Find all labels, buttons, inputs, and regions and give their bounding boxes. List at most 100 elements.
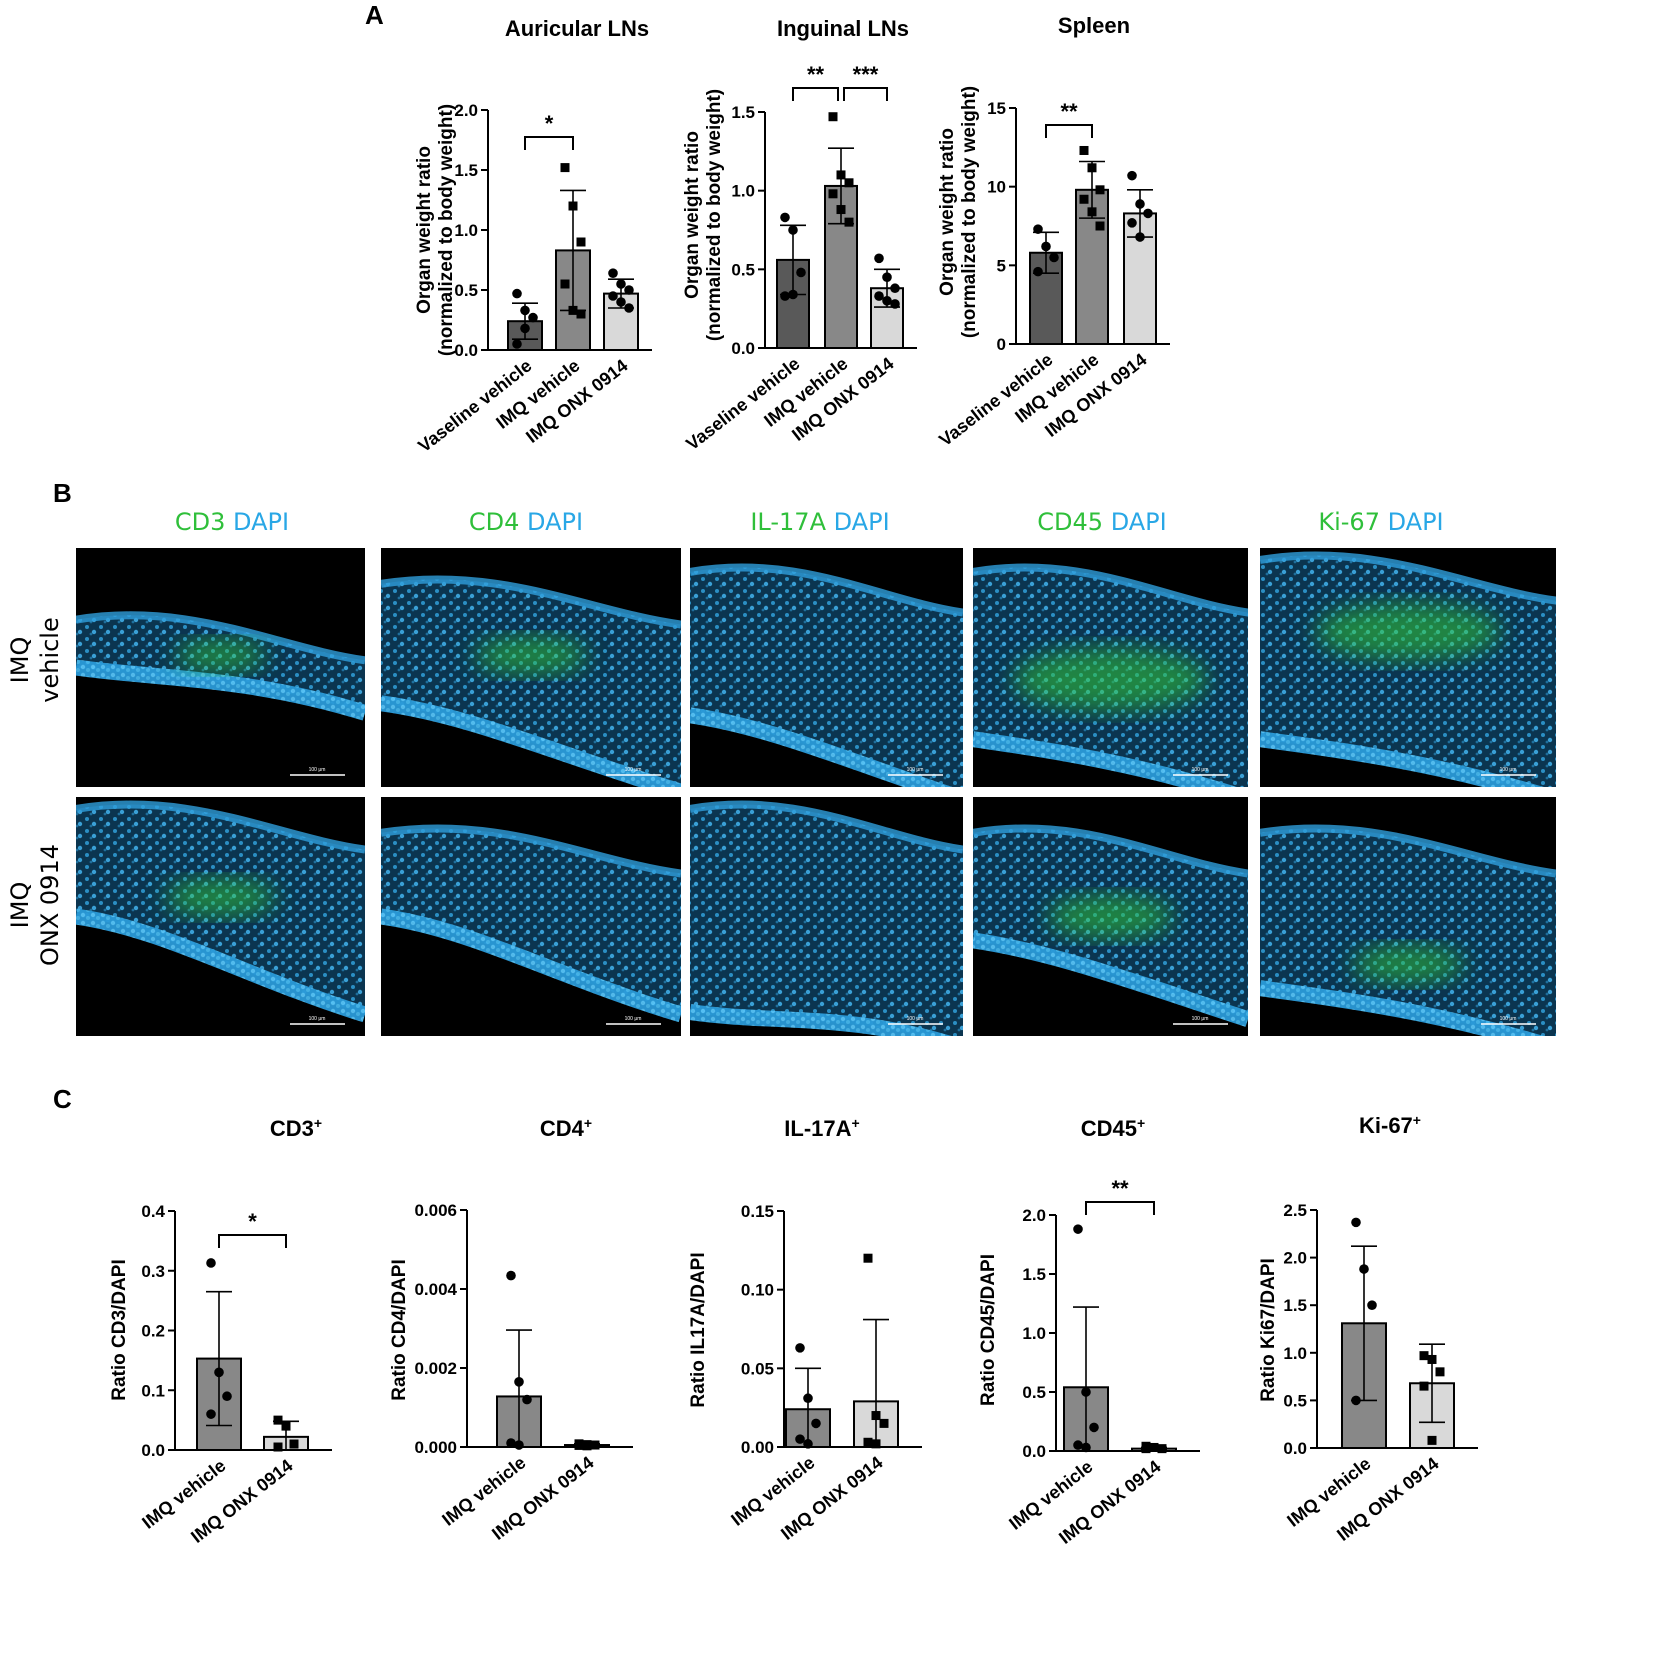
- dapi-name: DAPI: [1388, 508, 1444, 536]
- micrograph-ki-67-imq-vehicle: 100 μm: [1260, 548, 1556, 787]
- y-tick-label: 0.0: [1283, 1439, 1307, 1458]
- y-axis-label-line: Ratio CD3/DAPI: [109, 1259, 130, 1400]
- significance-bracket: [792, 87, 839, 101]
- data-point: [1073, 1224, 1083, 1234]
- scale-bar-label: 100 μm: [1192, 767, 1209, 773]
- micrograph-cd45-imq-onx-0914: 100 μm: [973, 797, 1248, 1036]
- data-point: [206, 1258, 216, 1268]
- upper-epidermis: [381, 575, 681, 629]
- significance-bracket: [843, 87, 888, 101]
- data-point: [836, 205, 846, 215]
- micrograph-grid: 100 μm 100 μm 100 μm 100 μm 100 μm 100 μm 100 …: [76, 548, 1556, 1036]
- y-tick-label: 1.0: [1283, 1344, 1307, 1363]
- epidermis-layer: [381, 908, 681, 1023]
- y-tick-label: 0.000: [414, 1438, 457, 1457]
- panel-letter-b: B: [53, 478, 72, 508]
- epidermis-layer: [1260, 731, 1544, 787]
- data-point: [780, 291, 790, 301]
- micrograph-column-header: IL-17A DAPI: [750, 508, 889, 536]
- data-point: [568, 201, 578, 211]
- data-point: [1087, 163, 1097, 173]
- y-tick-label: 2.0: [454, 101, 478, 120]
- micrograph-cd45-imq-vehicle: 100 μm: [973, 548, 1248, 787]
- data-point: [836, 170, 846, 180]
- y-axis-label: Ratio CD3/DAPI: [109, 1259, 130, 1400]
- y-axis-label: Organ weight ratio(normalized to body we…: [414, 104, 457, 356]
- y-axis-label-line: Ratio CD45/DAPI: [978, 1254, 999, 1406]
- marker-signal: [1047, 895, 1174, 938]
- marker-signal: [1351, 946, 1465, 983]
- micrograph-cd4-imq-onx-0914: 100 μm: [381, 797, 681, 1036]
- y-tick-label: 1.5: [731, 103, 755, 122]
- y-tick-label: 0.00: [741, 1438, 774, 1457]
- data-point: [844, 217, 854, 227]
- epidermis-layer: [690, 1004, 952, 1036]
- marker-name: CD45: [1037, 508, 1110, 536]
- data-point: [1081, 1442, 1091, 1453]
- data-point: [624, 303, 634, 313]
- data-point: [796, 267, 806, 278]
- data-point: [828, 112, 838, 122]
- micrograph-cd4-imq-vehicle: 100 μm: [381, 548, 681, 787]
- data-point: [1143, 208, 1153, 219]
- y-tick-label: 1.5: [1022, 1265, 1046, 1284]
- data-point: [1089, 1422, 1099, 1433]
- marker-name: IL-17A: [750, 508, 833, 536]
- y-tick-label: 0.5: [1283, 1391, 1307, 1410]
- significance-bracket: [1085, 1201, 1155, 1215]
- marker-signal: [1013, 648, 1208, 711]
- y-axis-label: Ratio Ki67/DAPI: [1258, 1258, 1279, 1402]
- data-point: [512, 339, 522, 349]
- data-point: [514, 1440, 524, 1450]
- chart-title-superscript: +: [314, 1115, 322, 1131]
- panel-letter-c: C: [53, 1084, 72, 1114]
- data-point: [222, 1391, 232, 1402]
- row-label-line: IMQ: [6, 882, 34, 929]
- chart-spleen: Spleen Organ weight ratio(normalized to b…: [935, 13, 1170, 450]
- chart-title: Auricular LNs: [505, 16, 649, 41]
- y-tick-label: 0.3: [141, 1262, 165, 1281]
- data-point: [616, 279, 626, 289]
- micrograph-ki-67-imq-onx-0914: 100 μm: [1260, 797, 1556, 1036]
- data-point: [1427, 1354, 1437, 1364]
- scale-bar-label: 100 μm: [1192, 1016, 1209, 1022]
- tissue-section: [381, 828, 681, 1015]
- data-point: [803, 1439, 813, 1449]
- significance-label: ***: [853, 62, 879, 87]
- data-point: [1135, 199, 1145, 209]
- micrograph-cd3-imq-onx-0914: 100 μm: [76, 797, 365, 1036]
- data-point: [506, 1270, 516, 1281]
- marker-signal: [474, 637, 588, 674]
- data-point: [871, 1411, 881, 1421]
- y-tick-label: 0.4: [141, 1202, 165, 1221]
- tissue-section: [381, 579, 681, 787]
- data-point: [1095, 185, 1105, 195]
- data-point: [214, 1367, 224, 1378]
- micrograph-il-17a-imq-onx-0914: 100 μm: [690, 797, 963, 1036]
- tissue-section: [1260, 828, 1556, 1036]
- data-point: [844, 178, 854, 188]
- y-tick-label: 1.5: [1283, 1296, 1307, 1315]
- chart-title: Ki-67+: [1359, 1112, 1421, 1138]
- data-point: [871, 1439, 881, 1449]
- y-tick-label: 1.5: [454, 161, 478, 180]
- micrograph-column-header: Ki-67 DAPI: [1318, 508, 1443, 536]
- data-point: [1351, 1217, 1361, 1228]
- scale-bar-label: 100 μm: [625, 1016, 642, 1022]
- data-point: [1419, 1381, 1429, 1391]
- y-tick-label: 15: [987, 99, 1006, 118]
- chart-title-superscript: +: [1413, 1112, 1421, 1128]
- micrograph-column-headers: CD3 DAPI CD4 DAPI IL-17A DAPI CD45 DAPI Ki-6…: [175, 508, 1444, 536]
- y-tick-label: 0.006: [414, 1201, 457, 1220]
- data-point: [576, 309, 586, 319]
- significance-label: *: [545, 111, 554, 136]
- data-point: [528, 312, 538, 323]
- data-point: [882, 296, 892, 306]
- row-label-line: ONX 0914: [36, 844, 64, 966]
- significance-label: *: [248, 1209, 257, 1234]
- data-point: [1149, 1442, 1159, 1452]
- data-point: [1127, 218, 1137, 228]
- data-point: [890, 299, 900, 309]
